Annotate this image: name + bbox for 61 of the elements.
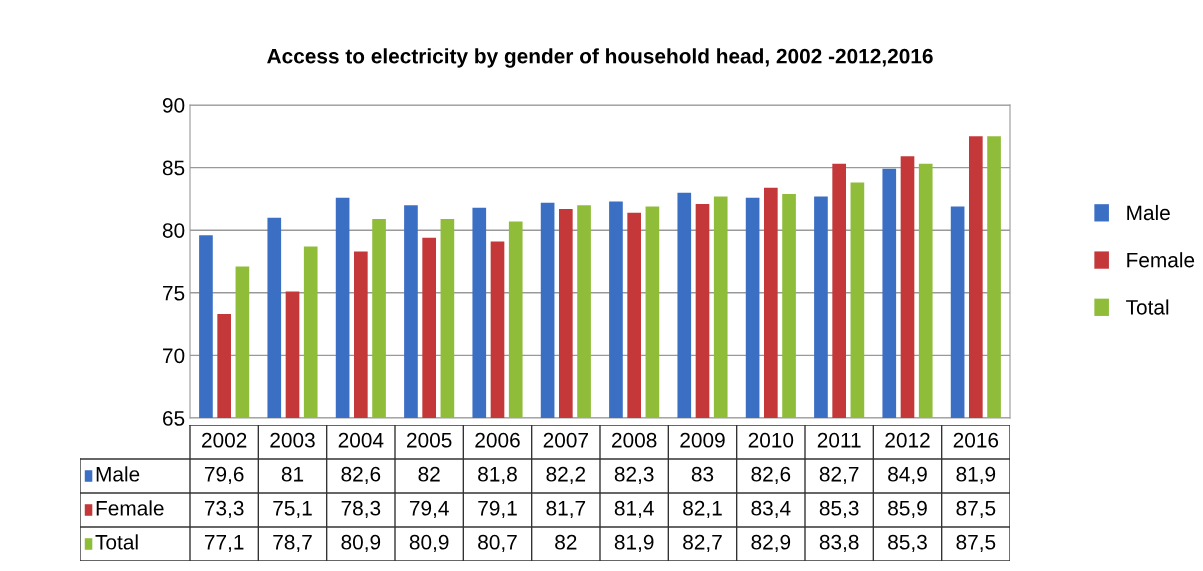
x-tick-label: 2005 xyxy=(407,432,452,448)
x-tick-label: 2003 xyxy=(270,432,315,448)
x-tick-label: 2006 xyxy=(475,432,520,448)
data-label: 80,9 xyxy=(341,534,381,553)
data-label: 82,2 xyxy=(546,466,586,485)
data-label: 82 xyxy=(555,534,577,550)
legend-label: Total xyxy=(1126,299,1169,315)
x-tick-label: 2011 xyxy=(817,432,861,448)
data-label: 81,8 xyxy=(478,466,517,485)
x-tick-label: 2004 xyxy=(338,432,384,448)
data-label: 79,1 xyxy=(478,500,517,519)
data-label: 82,6 xyxy=(341,466,381,485)
y-tick-label: 80 xyxy=(162,223,185,238)
x-tick-label: 2007 xyxy=(543,432,588,448)
data-label: 82,6 xyxy=(751,466,791,485)
legend-label: Male xyxy=(96,466,140,482)
data-label: 75,1 xyxy=(273,501,312,519)
y-tick-label: 90 xyxy=(162,98,185,113)
text: Male xyxy=(1127,204,1170,221)
data-label: 82,1 xyxy=(683,500,722,519)
y-tick-label: 65 xyxy=(163,411,185,426)
x-tick-label: 2009 xyxy=(680,432,725,448)
data-label: 79,6 xyxy=(204,466,244,485)
data-label: 85,3 xyxy=(819,500,859,519)
data-label: 80,9 xyxy=(409,534,449,553)
y-tick-label: 85 xyxy=(162,160,185,176)
x-tick-label: 2012 xyxy=(885,432,930,448)
data-label: 82,9 xyxy=(751,534,791,553)
data-label: 78,7 xyxy=(273,534,312,553)
text: Female xyxy=(1127,252,1195,268)
chart-title: Access to electricity by gender of household head, 2002 -2012,2016 xyxy=(267,48,933,68)
legend-label: Female xyxy=(96,500,164,516)
x-tick-label: 2010 xyxy=(748,432,794,448)
data-label: 83,4 xyxy=(751,500,791,519)
data-label: 80,7 xyxy=(478,534,517,553)
data-label: 82,3 xyxy=(614,466,654,485)
data-label: 77,1 xyxy=(204,535,244,553)
data-label: 81,7 xyxy=(546,500,586,519)
data-label: 83,8 xyxy=(819,534,859,553)
x-tick-label: 2002 xyxy=(202,432,247,448)
data-label: 87,5 xyxy=(956,534,996,553)
y-tick-label: 75 xyxy=(163,286,185,301)
data-label: 82,7 xyxy=(819,466,859,485)
data-label: 84,9 xyxy=(888,466,927,485)
data-label: 79,4 xyxy=(409,500,449,519)
data-label: 81 xyxy=(281,466,304,482)
data-label: 81,9 xyxy=(614,534,654,553)
y-tick-label: 70 xyxy=(163,348,185,364)
data-label: 83 xyxy=(691,466,714,482)
data-label: 81,4 xyxy=(614,500,654,519)
data-label: 85,9 xyxy=(888,500,927,519)
data-label: 85,3 xyxy=(888,534,927,553)
x-tick-label: 2016 xyxy=(953,432,999,448)
data-label: 82 xyxy=(418,466,440,482)
data-label: 78,3 xyxy=(341,500,381,519)
data-label: 81,9 xyxy=(956,466,996,485)
data-label: 73,3 xyxy=(204,500,244,519)
text: Total xyxy=(95,534,138,550)
data-label: 87,5 xyxy=(956,500,996,519)
data-label: 82,7 xyxy=(683,534,722,553)
x-tick-label: 2008 xyxy=(612,432,657,448)
